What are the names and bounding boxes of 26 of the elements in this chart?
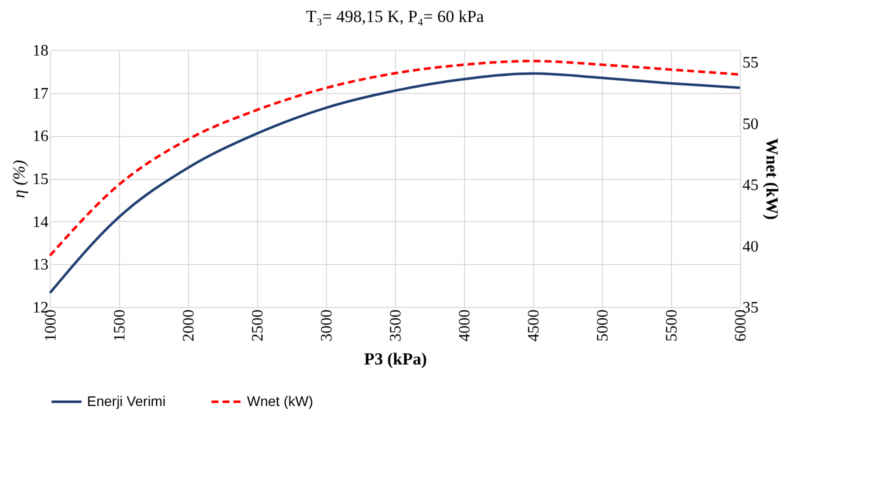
x-tick-label: 2500 [250, 310, 266, 342]
y2-tick-label: 55 [742, 54, 758, 72]
x-tick-label: 4000 [456, 310, 474, 342]
y-tick-label: 17 [32, 85, 48, 102]
x-tick-label: 1500 [112, 310, 128, 342]
x-tick-label: 5500 [664, 310, 680, 342]
y2-tick-label: 45 [742, 177, 758, 194]
y2-axis-title: Wnet (kW) [762, 138, 782, 220]
x-tick-label: 3500 [388, 310, 404, 342]
y-tick-label: 16 [32, 128, 48, 146]
x-tick-label: 4500 [526, 310, 542, 342]
chart-title: T₃= 498,15 K, P₄= 60 kPa [306, 7, 484, 26]
line-series [48, 72, 742, 294]
y-tick-label: 14 [32, 214, 48, 231]
y2-tick-label: 50 [742, 116, 758, 133]
y2-tick-label: 40 [742, 238, 758, 256]
y-tick-label: 13 [32, 256, 48, 274]
legend-label: Enerji Verimi [87, 392, 166, 409]
y-tick-label: 18 [32, 42, 48, 60]
x-tick-label: 3000 [318, 310, 336, 342]
x-tick-label: 2000 [180, 310, 198, 342]
x-tick-label: 5000 [594, 310, 612, 342]
legend-label: Wnet (kW) [247, 392, 314, 409]
x-axis-title: P3 (kPa) [364, 350, 427, 368]
y-tick-label: 15 [32, 171, 48, 188]
y-axis-title: η (%) [10, 160, 28, 198]
